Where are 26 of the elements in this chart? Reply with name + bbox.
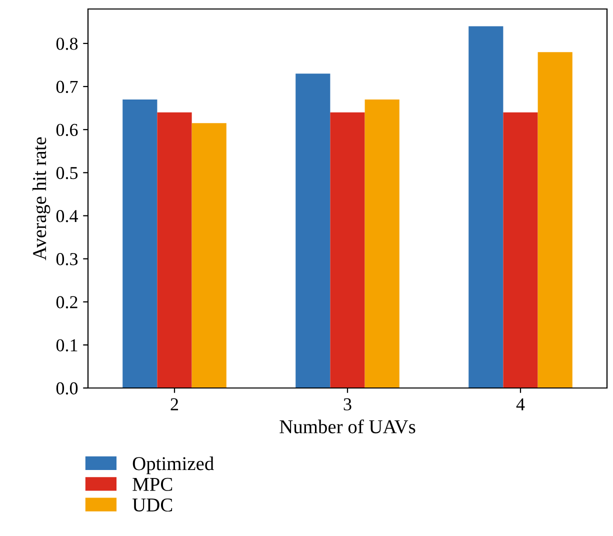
bar bbox=[364, 99, 400, 388]
bar bbox=[538, 52, 572, 388]
x-axis-title: Number of UAVs bbox=[280, 419, 416, 434]
y-axis-title: Average hit rate bbox=[32, 137, 50, 260]
y-tick-label: 0.3 bbox=[56, 253, 78, 266]
x-tick-label: 3 bbox=[344, 398, 352, 410]
bar bbox=[468, 26, 504, 388]
y-tick-label: 0.7 bbox=[56, 80, 78, 94]
legend-label: MPC bbox=[132, 478, 172, 491]
bar bbox=[122, 99, 158, 388]
y-tick-label: 0.2 bbox=[56, 296, 78, 308]
bar bbox=[503, 112, 538, 388]
y-tick-label: 0.1 bbox=[56, 339, 78, 352]
bar bbox=[296, 74, 330, 388]
legend-label: UDC bbox=[132, 498, 172, 512]
bar bbox=[157, 112, 192, 388]
bar bbox=[330, 112, 365, 388]
legend-label: Optimized bbox=[132, 456, 214, 474]
x-tick-label: 2 bbox=[170, 398, 178, 410]
x-tick-label: 4 bbox=[516, 398, 525, 410]
y-tick-label: 0.4 bbox=[56, 210, 78, 222]
bar bbox=[192, 123, 226, 388]
y-tick-label: 0.8 bbox=[56, 38, 78, 50]
y-tick-label: 0.5 bbox=[56, 166, 78, 180]
y-tick-label: 0.6 bbox=[56, 124, 78, 136]
y-tick-label: 0.0 bbox=[56, 382, 78, 395]
